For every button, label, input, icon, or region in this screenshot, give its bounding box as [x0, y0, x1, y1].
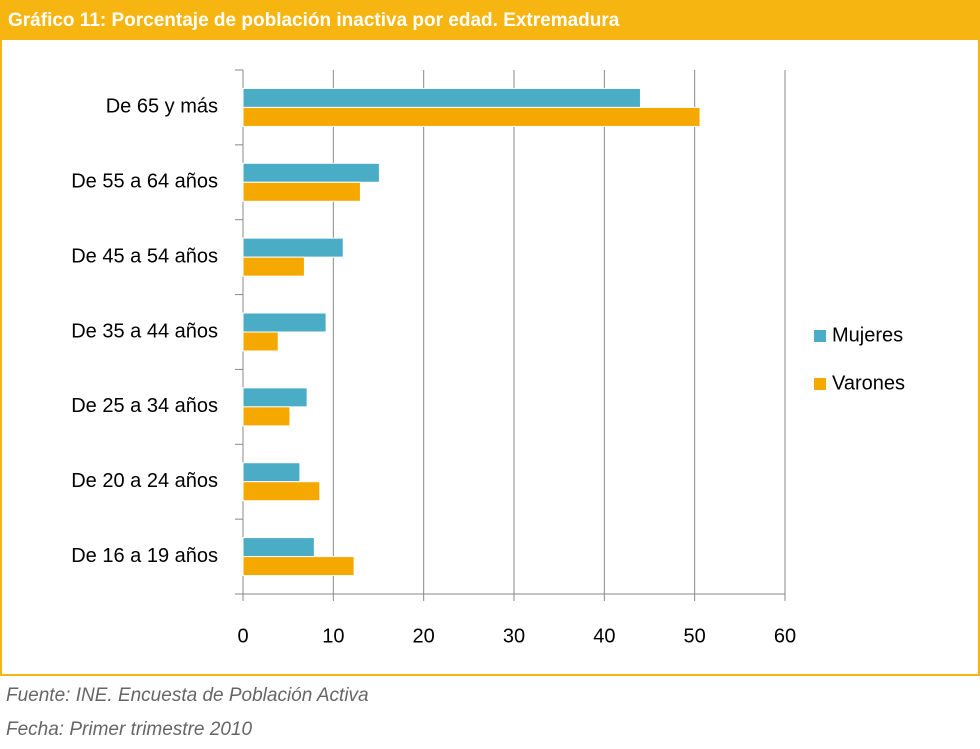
y-tick-label: De 20 a 24 años [71, 470, 218, 492]
bar [242, 331, 279, 352]
x-tick-label: 60 [774, 625, 796, 647]
footer-date: Fecha: Primer trimestre 2010 [6, 719, 252, 740]
bar [242, 106, 701, 127]
bar [242, 387, 308, 408]
bar [242, 162, 380, 183]
x-tick-label: 0 [237, 625, 248, 647]
y-tick-label: De 25 a 34 años [71, 395, 218, 417]
bar [242, 87, 641, 108]
bar [242, 256, 305, 277]
x-tick-label: 20 [413, 625, 435, 647]
bar [242, 181, 361, 202]
legend-swatch [814, 330, 826, 342]
x-tick-label: 50 [684, 625, 706, 647]
bar [242, 537, 315, 558]
bar [242, 312, 327, 333]
legend-swatch [814, 378, 826, 390]
chart-title: Gráfico 11: Porcentaje de población inac… [8, 10, 620, 31]
y-tick-label: De 65 y más [106, 96, 218, 118]
frame [0, 0, 980, 676]
legend-label: Varones [832, 372, 905, 394]
y-tick-label: De 35 a 44 años [71, 320, 218, 342]
bar [242, 556, 355, 577]
x-tick-label: 10 [322, 625, 344, 647]
bar [242, 406, 291, 427]
x-tick-label: 40 [593, 625, 615, 647]
bar [242, 481, 321, 502]
footer-source: Fuente: INE. Encuesta de Población Activ… [6, 685, 369, 706]
legend-label: Mujeres [832, 324, 903, 346]
y-tick-label: De 45 a 54 años [71, 245, 218, 267]
title-bar [0, 0, 980, 40]
bar [242, 237, 344, 258]
y-tick-label: De 16 a 19 años [71, 545, 218, 567]
y-tick-label: De 55 a 64 años [71, 171, 218, 193]
bar [242, 462, 301, 483]
x-tick-label: 30 [503, 625, 525, 647]
